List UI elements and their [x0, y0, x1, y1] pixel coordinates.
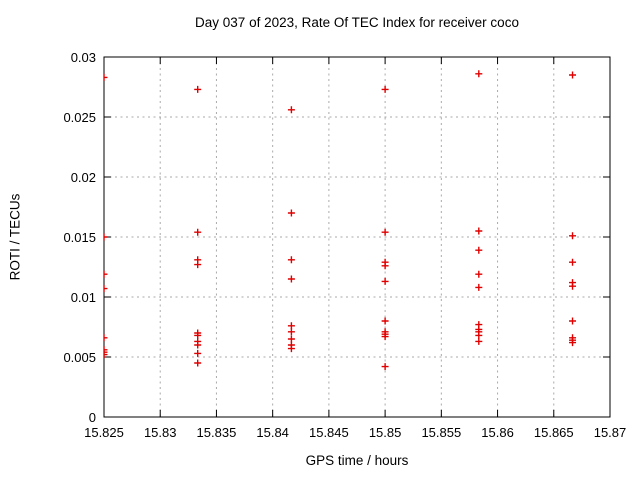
data-point-marker — [287, 322, 295, 330]
x-tick-label: 15.87 — [593, 425, 627, 440]
data-point-marker — [104, 270, 108, 278]
y-tick-label: 0.03 — [70, 49, 96, 65]
y-tick-label: 0.005 — [63, 349, 96, 365]
data-point-marker — [194, 349, 202, 357]
data-point-marker — [569, 232, 577, 240]
data-point-marker — [475, 270, 483, 278]
data-point-marker — [569, 282, 577, 290]
y-tick-label: 0.02 — [70, 169, 96, 185]
data-point-marker — [287, 106, 295, 114]
data-point-marker — [104, 346, 108, 354]
data-point-marker — [287, 275, 295, 283]
data-point-marker — [287, 335, 295, 343]
data-point-marker — [194, 261, 202, 269]
y-tick-label: 0.025 — [63, 109, 96, 125]
data-point-marker — [569, 258, 577, 266]
data-point-marker — [475, 246, 483, 254]
data-point-marker — [381, 333, 389, 341]
data-point-marker — [569, 339, 577, 347]
x-tick-label: 15.86 — [481, 425, 514, 440]
data-point-marker — [194, 85, 202, 93]
data-point-marker — [104, 233, 108, 241]
data-point-marker — [475, 283, 483, 291]
data-point-marker — [475, 337, 483, 345]
data-point-marker — [104, 334, 108, 342]
data-point-marker — [381, 277, 389, 285]
data-point-marker — [104, 348, 108, 356]
data-point-marker — [381, 363, 389, 371]
data-point-marker — [194, 359, 202, 367]
x-tick-label: 15.865 — [533, 425, 574, 440]
y-tick-label: 0 — [88, 409, 96, 425]
data-point-marker — [475, 70, 483, 78]
data-point-marker — [104, 285, 108, 293]
data-point-marker — [475, 331, 483, 339]
data-point-marker — [381, 228, 389, 236]
y-tick-label: 0.01 — [70, 289, 96, 305]
x-tick-label: 15.845 — [308, 425, 349, 440]
x-tick-label: 15.83 — [143, 425, 177, 440]
x-tick-label: 15.855 — [421, 425, 462, 440]
x-tick-label: 15.825 — [84, 425, 124, 440]
x-axis-title: GPS time / hours — [305, 453, 409, 468]
data-point-marker — [194, 341, 202, 349]
data-point-marker — [287, 345, 295, 353]
data-point-marker — [475, 227, 483, 235]
data-point-marker — [287, 328, 295, 336]
x-tick-label: 15.84 — [256, 425, 289, 440]
data-point-marker — [287, 256, 295, 264]
data-point-marker — [104, 351, 108, 359]
chart-title: Day 037 of 2023, Rate Of TEC Index for r… — [195, 15, 519, 30]
x-tick-label: 15.85 — [368, 425, 402, 440]
data-point-marker — [381, 317, 389, 325]
data-point-marker — [381, 85, 389, 93]
x-tick-label: 15.835 — [196, 425, 237, 440]
y-tick-label: 0.015 — [63, 229, 96, 245]
data-points-group — [104, 70, 577, 371]
data-point-marker — [194, 228, 202, 236]
data-point-marker — [381, 262, 389, 270]
data-point-marker — [287, 209, 295, 217]
data-point-marker — [569, 71, 577, 79]
data-point-marker — [194, 331, 202, 339]
data-point-marker — [569, 317, 577, 325]
data-point-marker — [104, 73, 108, 81]
